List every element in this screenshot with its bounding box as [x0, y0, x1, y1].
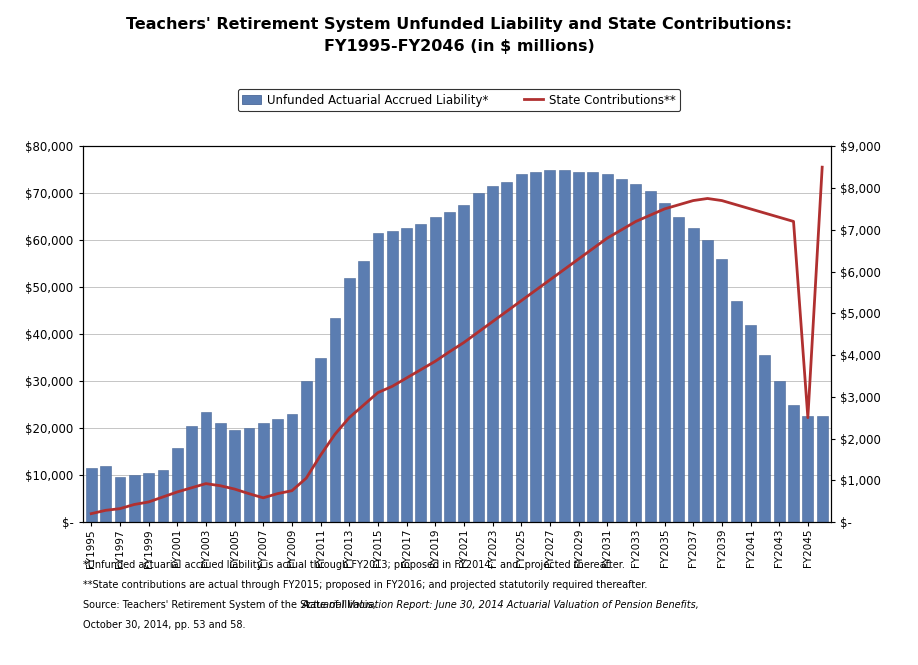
- Bar: [473, 194, 484, 522]
- Bar: [344, 278, 354, 522]
- Bar: [802, 416, 813, 522]
- Bar: [745, 325, 756, 522]
- Bar: [531, 172, 541, 522]
- Legend: Unfunded Actuarial Accrued Liability*, State Contributions**: Unfunded Actuarial Accrued Liability*, S…: [238, 89, 680, 112]
- Bar: [573, 172, 584, 522]
- Bar: [416, 224, 426, 522]
- Bar: [817, 416, 827, 522]
- Bar: [588, 172, 599, 522]
- Bar: [129, 475, 140, 522]
- Bar: [172, 448, 183, 522]
- Bar: [501, 182, 512, 522]
- Bar: [716, 259, 727, 522]
- Text: October 30, 2014, pp. 53 and 58.: October 30, 2014, pp. 53 and 58.: [83, 620, 245, 630]
- Bar: [215, 424, 226, 522]
- Bar: [386, 231, 397, 522]
- Bar: [258, 424, 269, 522]
- Bar: [644, 191, 655, 522]
- Bar: [559, 170, 569, 522]
- Bar: [358, 261, 369, 522]
- Bar: [286, 414, 297, 522]
- Bar: [230, 430, 240, 522]
- Text: FY1995-FY2046 (in $ millions): FY1995-FY2046 (in $ millions): [324, 39, 594, 54]
- Bar: [86, 468, 96, 522]
- Bar: [516, 174, 527, 522]
- Bar: [243, 428, 254, 522]
- Bar: [100, 465, 111, 522]
- Bar: [272, 419, 283, 522]
- Bar: [544, 170, 555, 522]
- Bar: [789, 404, 799, 522]
- Bar: [115, 477, 125, 522]
- Bar: [401, 229, 412, 522]
- Bar: [659, 203, 670, 522]
- Bar: [158, 470, 168, 522]
- Text: **State contributions are actual through FY2015; proposed in FY2016; and project: **State contributions are actual through…: [83, 580, 647, 590]
- Bar: [458, 205, 469, 522]
- Bar: [186, 426, 197, 522]
- Bar: [688, 229, 699, 522]
- Bar: [731, 301, 742, 522]
- Bar: [774, 381, 785, 522]
- Bar: [487, 186, 498, 522]
- Bar: [143, 473, 154, 522]
- Bar: [200, 412, 211, 522]
- Bar: [330, 318, 341, 522]
- Bar: [631, 184, 642, 522]
- Bar: [444, 212, 455, 522]
- Bar: [759, 355, 770, 522]
- Text: Actuarial Valuation Report: June 30, 2014 Actuarial Valuation of Pension Benefit: Actuarial Valuation Report: June 30, 201…: [302, 600, 700, 610]
- Bar: [674, 217, 684, 522]
- Text: Source: Teachers' Retirement System of the State of Illinois,: Source: Teachers' Retirement System of t…: [83, 600, 378, 610]
- Text: *Unfunded actuarial accrued liability is actual through FY2013; proposed in FY20: *Unfunded actuarial accrued liability is…: [83, 560, 624, 570]
- Bar: [373, 233, 383, 522]
- Bar: [315, 358, 326, 522]
- Bar: [616, 179, 627, 522]
- Bar: [430, 217, 441, 522]
- Bar: [602, 174, 612, 522]
- Bar: [301, 381, 311, 522]
- Bar: [702, 240, 713, 522]
- Text: Teachers' Retirement System Unfunded Liability and State Contributions:: Teachers' Retirement System Unfunded Lia…: [126, 17, 792, 32]
